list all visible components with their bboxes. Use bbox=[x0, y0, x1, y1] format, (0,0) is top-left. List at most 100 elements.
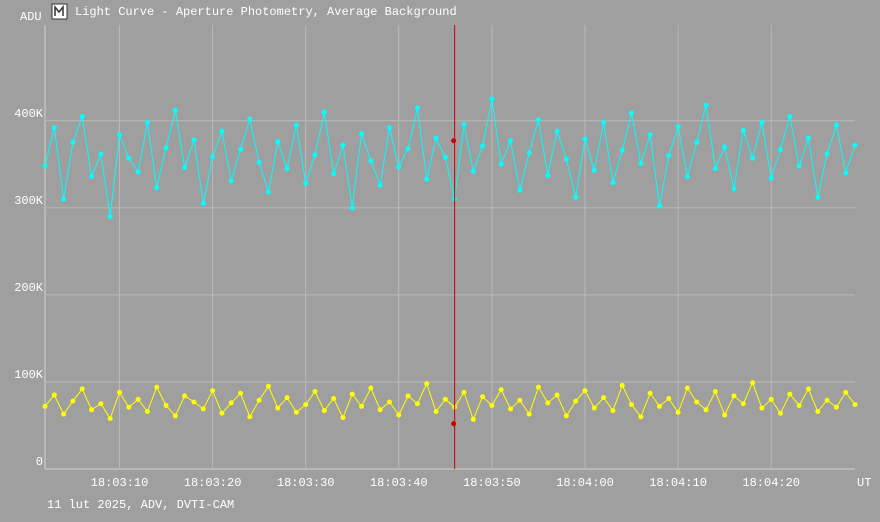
data-point bbox=[433, 135, 439, 141]
x-tick-label: 18:03:50 bbox=[463, 476, 521, 490]
data-point bbox=[778, 146, 784, 152]
data-point bbox=[386, 125, 392, 131]
y-tick-label: 300K bbox=[14, 194, 44, 208]
data-point bbox=[750, 155, 756, 161]
data-point bbox=[731, 393, 737, 399]
data-point bbox=[694, 399, 700, 405]
data-point bbox=[517, 187, 523, 193]
data-point bbox=[191, 399, 197, 405]
data-point bbox=[238, 146, 244, 152]
cursor-point bbox=[451, 138, 457, 144]
data-point bbox=[619, 382, 625, 388]
data-point bbox=[200, 406, 206, 412]
data-point bbox=[535, 384, 541, 390]
data-point bbox=[116, 389, 122, 395]
data-point bbox=[480, 394, 486, 400]
data-point bbox=[144, 120, 150, 126]
data-point bbox=[144, 409, 150, 415]
data-point bbox=[70, 398, 76, 404]
data-point bbox=[740, 127, 746, 133]
data-point bbox=[470, 168, 476, 174]
data-point bbox=[619, 147, 625, 153]
data-point bbox=[126, 404, 132, 410]
data-point bbox=[247, 116, 253, 122]
data-point bbox=[331, 171, 337, 177]
cursor-point bbox=[451, 421, 457, 427]
data-point bbox=[759, 405, 765, 411]
data-point bbox=[442, 396, 448, 402]
data-point bbox=[554, 128, 560, 134]
data-point bbox=[135, 396, 141, 402]
data-point bbox=[210, 153, 216, 159]
x-tick-label: 18:04:10 bbox=[649, 476, 707, 490]
data-point bbox=[508, 406, 514, 412]
data-point bbox=[163, 145, 169, 151]
data-point bbox=[694, 140, 700, 146]
data-point bbox=[740, 401, 746, 407]
data-point bbox=[265, 383, 271, 389]
data-point bbox=[563, 156, 569, 162]
x-tick-label: 18:03:30 bbox=[277, 476, 335, 490]
y-tick-label: 200K bbox=[14, 281, 44, 295]
data-point bbox=[545, 400, 551, 406]
data-point bbox=[238, 390, 244, 396]
data-point bbox=[321, 109, 327, 115]
data-point bbox=[805, 386, 811, 392]
data-point bbox=[656, 203, 662, 209]
data-point bbox=[284, 166, 290, 172]
data-point bbox=[573, 194, 579, 200]
data-point bbox=[228, 178, 234, 184]
data-point bbox=[433, 409, 439, 415]
data-point bbox=[163, 402, 169, 408]
data-point bbox=[582, 388, 588, 394]
data-point bbox=[489, 96, 495, 102]
x-axis-unit: UT bbox=[857, 476, 871, 490]
data-point bbox=[247, 414, 253, 420]
x-tick-label: 18:03:40 bbox=[370, 476, 428, 490]
data-point bbox=[712, 389, 718, 395]
data-point bbox=[563, 413, 569, 419]
series-line bbox=[44, 381, 856, 421]
data-point bbox=[42, 163, 48, 169]
data-point bbox=[368, 385, 374, 391]
data-point bbox=[526, 411, 532, 417]
data-point bbox=[796, 163, 802, 169]
data-point bbox=[396, 164, 402, 170]
data-point bbox=[359, 403, 365, 409]
data-point bbox=[442, 154, 448, 160]
data-point bbox=[349, 205, 355, 211]
data-point bbox=[656, 403, 662, 409]
data-point bbox=[312, 152, 318, 158]
data-point bbox=[89, 407, 95, 413]
y-tick-label: 0 bbox=[36, 455, 43, 469]
data-point bbox=[107, 416, 113, 422]
data-point bbox=[377, 407, 383, 413]
data-point bbox=[340, 142, 346, 148]
data-point bbox=[638, 160, 644, 166]
data-point bbox=[722, 144, 728, 150]
data-point bbox=[610, 408, 616, 414]
data-point bbox=[703, 407, 709, 413]
data-point bbox=[703, 102, 709, 108]
data-point bbox=[368, 158, 374, 164]
data-point bbox=[582, 136, 588, 142]
data-point bbox=[824, 397, 830, 403]
data-point bbox=[210, 388, 216, 394]
data-point bbox=[591, 167, 597, 173]
data-point bbox=[275, 405, 281, 411]
data-point bbox=[833, 404, 839, 410]
data-point bbox=[498, 387, 504, 393]
data-point bbox=[684, 173, 690, 179]
chart-title: Light Curve - Aperture Photometry, Avera… bbox=[75, 5, 457, 19]
data-point bbox=[182, 165, 188, 171]
data-point bbox=[79, 386, 85, 392]
data-point bbox=[731, 186, 737, 192]
data-point bbox=[508, 138, 514, 144]
data-point bbox=[61, 411, 67, 417]
data-point bbox=[517, 397, 523, 403]
data-point bbox=[405, 393, 411, 399]
data-point bbox=[545, 173, 551, 179]
x-tick-label: 18:03:10 bbox=[91, 476, 149, 490]
data-point bbox=[331, 395, 337, 401]
